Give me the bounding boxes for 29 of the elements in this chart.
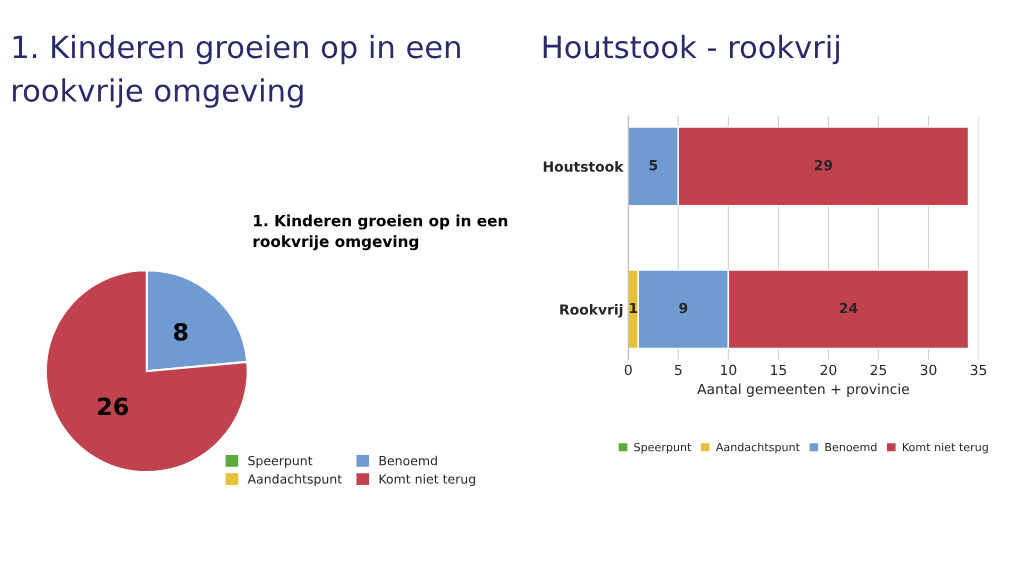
legend-label: Aandachtspunt xyxy=(247,474,342,487)
pie-slice xyxy=(44,269,249,474)
chart-subtitle: 1. Kinderen groeien op in een rookvrije omgeving xyxy=(253,214,508,251)
x-tick-label: 10 xyxy=(721,364,737,376)
data-label: 24 xyxy=(839,302,858,314)
legend-label: Speerpunt xyxy=(248,455,313,468)
x-tick-label: 5 xyxy=(674,364,682,376)
x-tick-label: 20 xyxy=(820,364,837,376)
legend-label: Benoemd xyxy=(379,455,437,466)
x-axis-title: Aantal gemeenten + provincie xyxy=(697,383,910,397)
y-tick-label: Rookvrij xyxy=(560,303,623,318)
data-label: 5 xyxy=(649,160,658,171)
legend-label: Benoemd xyxy=(825,442,877,452)
x-tick-label: 25 xyxy=(870,364,887,376)
x-tick-label: 35 xyxy=(970,364,987,376)
legend-label: Speerpunt xyxy=(634,442,692,454)
legend-label: Komt niet terug xyxy=(379,474,476,487)
data-label: 8 xyxy=(174,322,188,341)
data-label: 9 xyxy=(679,302,688,314)
y-tick-label: Houtstook xyxy=(543,161,624,172)
legend-label: Aandachtspunt xyxy=(715,442,800,454)
data-label: 26 xyxy=(98,397,128,416)
x-tick-label: 30 xyxy=(920,364,937,376)
x-tick-label: 15 xyxy=(771,364,787,376)
chart-title: Houtstook - rookvrij xyxy=(543,34,839,65)
data-label: 29 xyxy=(814,159,833,171)
x-tick-label: 0 xyxy=(624,364,632,376)
chart-title: 1. Kinderen groeien op in een rookvrije omgeving xyxy=(13,34,460,108)
legend-label: Komt niet terug xyxy=(902,442,988,454)
